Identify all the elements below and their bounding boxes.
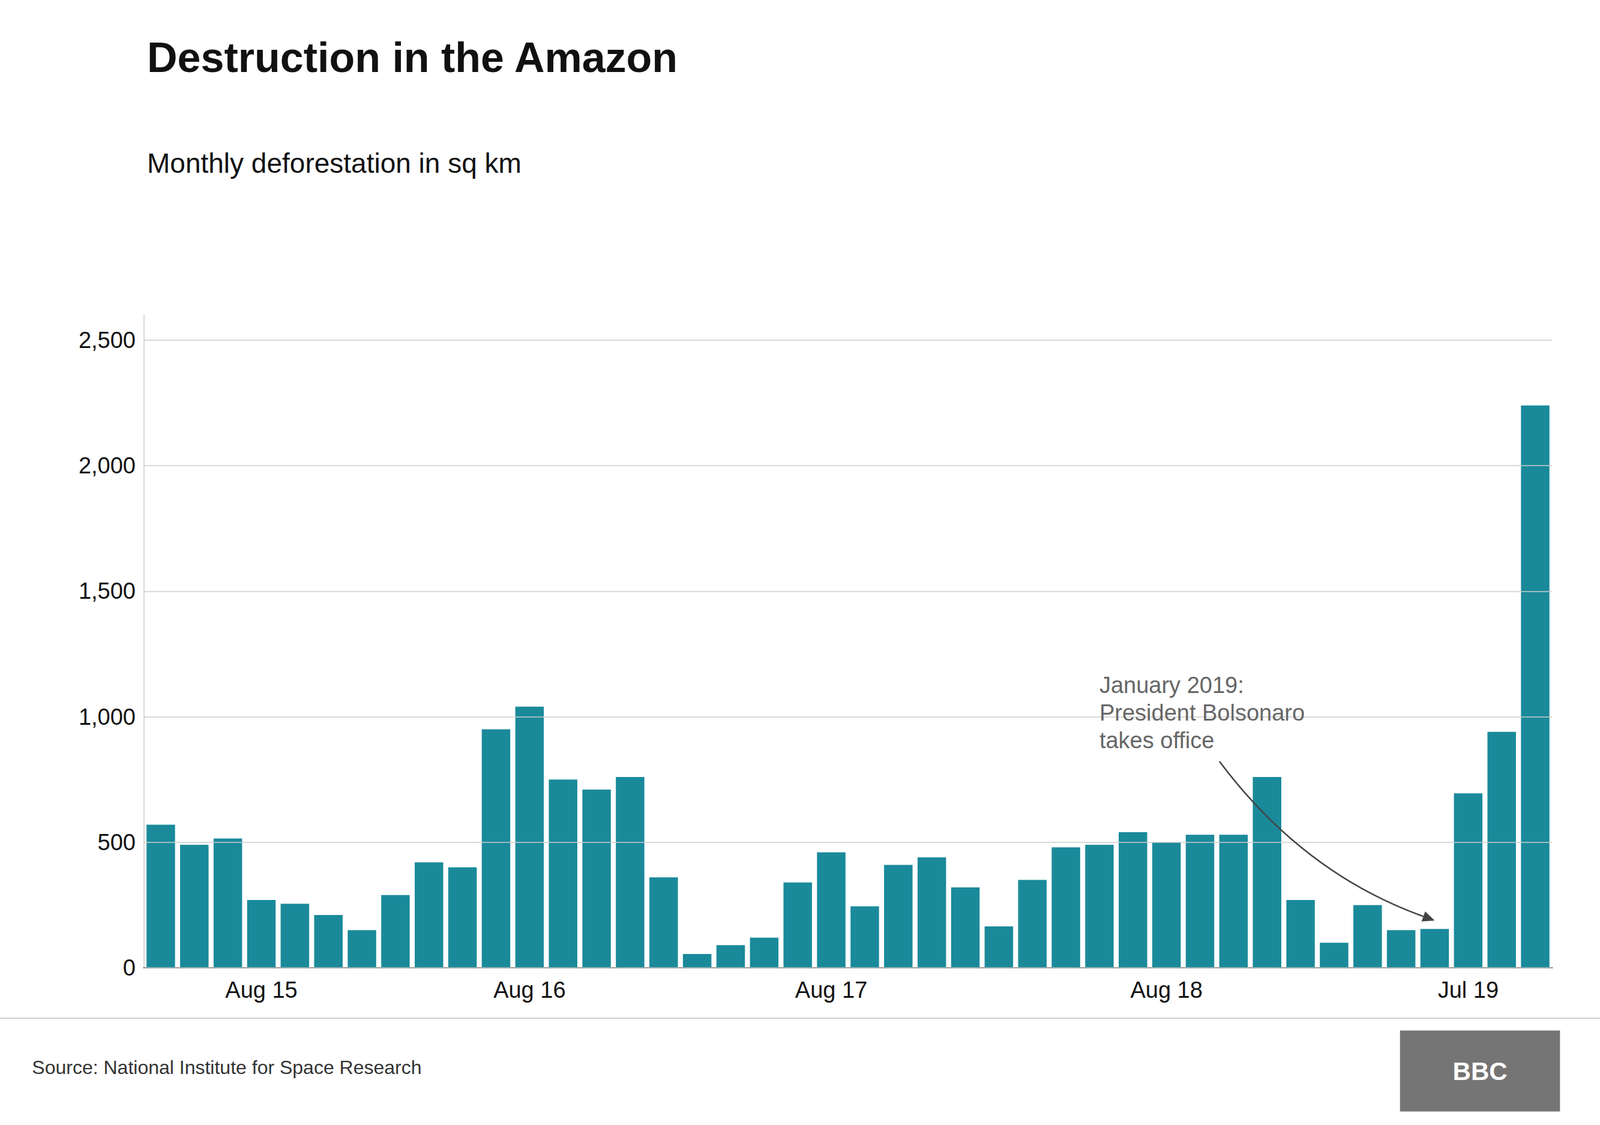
- svg-text:takes office: takes office: [1099, 727, 1215, 754]
- svg-text:Aug 17: Aug 17: [795, 977, 868, 1003]
- svg-text:Destruction in the Amazon: Destruction in the Amazon: [147, 34, 678, 82]
- svg-text:President Bolsonaro: President Bolsonaro: [1099, 700, 1305, 726]
- svg-text:BBC: BBC: [1452, 1057, 1508, 1086]
- svg-text:1,000: 1,000: [78, 704, 136, 730]
- svg-text:January 2019:: January 2019:: [1099, 672, 1245, 698]
- svg-text:Aug 15: Aug 15: [225, 977, 298, 1003]
- svg-text:Monthly deforestation in sq km: Monthly deforestation in sq km: [147, 147, 522, 179]
- svg-text:Source: National Institute for: Source: National Institute for Space Res…: [31, 1056, 422, 1079]
- svg-text:500: 500: [97, 830, 136, 856]
- svg-text:2,500: 2,500: [78, 327, 136, 353]
- svg-text:1,500: 1,500: [78, 578, 136, 604]
- svg-text:2,000: 2,000: [78, 453, 136, 479]
- svg-text:Jul 19: Jul 19: [1437, 977, 1499, 1003]
- svg-text:Aug 16: Aug 16: [493, 977, 566, 1003]
- svg-text:0: 0: [123, 955, 136, 981]
- svg-text:Aug 18: Aug 18: [1130, 977, 1203, 1003]
